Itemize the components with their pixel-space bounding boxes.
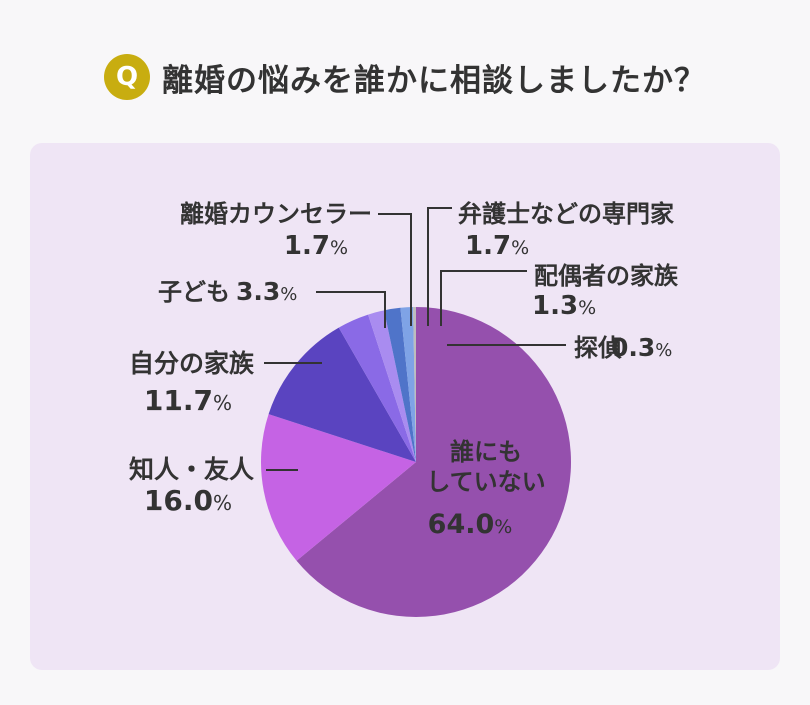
pie-slice <box>413 307 416 462</box>
pie-slice <box>338 314 416 462</box>
pie-slice <box>296 306 572 617</box>
slice-label: 離婚カウンセラー <box>180 200 372 228</box>
pie-slice <box>261 414 416 561</box>
pie-slice <box>384 307 416 462</box>
slice-label: 子ども <box>158 278 230 306</box>
slice-value: 11.7% <box>144 384 232 417</box>
slice-label: 弁護士などの専門家 <box>458 200 674 228</box>
slice-value: 1.3% <box>532 291 596 321</box>
question-header: Q 離婚の悩みを誰かに相談しましたか？ <box>0 52 810 102</box>
slice-label: していない <box>426 468 545 496</box>
slice-value: 3.3% <box>236 277 297 306</box>
leader-lines <box>264 207 566 471</box>
slice-label: 誰にも <box>450 438 522 466</box>
slice-value: 16.0% <box>144 484 232 517</box>
leader-line <box>316 291 386 328</box>
slice-label: 探偵 <box>574 334 622 362</box>
q-badge: Q <box>104 54 150 100</box>
pie-slices <box>261 306 572 617</box>
slice-value: 1.7% <box>465 231 529 261</box>
leader-line <box>440 270 527 326</box>
pie-slice <box>400 307 416 462</box>
slice-value: 0.3% <box>611 333 672 362</box>
pie-slice <box>368 310 416 462</box>
slice-label: 配偶者の家族 <box>534 262 679 290</box>
slice-value: 64.0% <box>428 509 513 540</box>
slice-value: 1.7% <box>284 231 348 261</box>
question-title: 離婚の悩みを誰かに相談しましたか？ <box>162 62 706 99</box>
slice-label: 知人・友人 <box>129 455 254 484</box>
leader-line <box>427 207 452 326</box>
leader-line <box>378 213 412 326</box>
slice-label: 自分の家族 <box>129 349 255 378</box>
pie-slice <box>268 327 416 462</box>
